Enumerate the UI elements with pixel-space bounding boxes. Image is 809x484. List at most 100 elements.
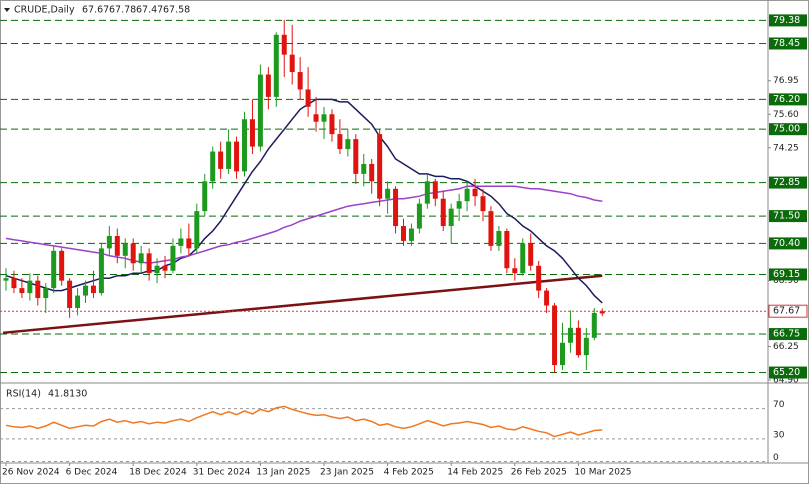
candle-body [170,245,176,271]
level-label-box [769,366,807,379]
candle-body [35,280,41,299]
x-tick-label: 14 Feb 2025 [447,468,503,478]
candle-body [122,243,128,256]
candle-body [520,243,526,274]
candle-body [456,201,462,209]
x-tick-label: 31 Dec 2024 [193,468,251,478]
x-tick-label: 18 Dec 2024 [129,468,187,478]
level-label-box [769,123,807,136]
rsi-tick-label: 0 [773,453,779,463]
level-label-box [769,328,807,341]
level-label: 76.20 [773,94,800,105]
rsi-value: 41.8130 [48,389,87,400]
low: 67.47 [136,5,163,16]
candle-body [202,181,208,212]
open: 67.67 [82,5,109,16]
rsi-name: RSI(14) [6,389,41,400]
candle-body [130,243,136,264]
x-tick-label: 4 Feb 2025 [384,468,434,478]
x-tick-label: 26 Feb 2025 [511,468,567,478]
candle-body [408,228,414,241]
candle-body [186,238,192,249]
x-tick-label: 6 Dec 2024 [66,468,118,478]
y-tick-label: 68.90 [773,276,799,286]
candle-body [305,89,311,107]
x-tick-label: 10 Mar 2025 [574,468,631,478]
level-label: 72.85 [773,177,800,188]
rsi-line [5,405,603,438]
candle-body [90,285,96,294]
candle-body [337,134,343,150]
candle-body [361,163,367,174]
candle-body [27,280,33,294]
current-price-label: 67.67 [773,306,800,317]
candle-body [154,265,160,274]
y-tick-label: 75.60 [773,110,799,120]
candle-body [496,230,502,246]
candle-body [43,288,49,299]
candle-body [512,268,518,274]
level-label-box [769,210,807,223]
candle-body [440,198,446,227]
candle-body [51,250,57,289]
candle-body [3,278,9,281]
candle-body [19,288,25,294]
candle-body [265,74,271,97]
candle-body [575,327,581,356]
candle-body [567,327,573,343]
candle-body [273,34,279,97]
candle-body [480,196,486,212]
candle-body [393,188,399,227]
candle-body [83,285,88,296]
candle-body [424,181,430,204]
candle-body [114,235,120,256]
level-label-box [769,93,807,106]
y-tick-label: 74.25 [773,143,799,153]
candle-body [377,134,383,199]
candle-body [146,253,152,274]
y-tick-label: 76.95 [773,76,799,86]
level-label: 75.00 [773,124,800,135]
x-tick-label: 23 Jan 2025 [320,468,374,478]
candle-body [385,188,391,199]
candle-body [98,248,104,294]
level-label: 66.75 [773,329,800,340]
level-label: 79.38 [773,15,800,26]
candle-body [67,280,73,308]
candle-body [536,265,542,291]
y-tick-label: 66.25 [773,342,799,352]
level-label: 78.45 [773,38,800,49]
close: 67.58 [163,5,190,16]
level-label-box [769,237,807,250]
menu-arrow[interactable] [4,8,10,12]
candle-body [369,163,375,182]
rsi-tick-label: 70 [773,400,785,410]
trendline [2,274,603,335]
high: 67.78 [109,5,136,16]
current-price-box [768,304,808,318]
header: CRUDE,Daily 67.67 67.78 67.47 67.58 [14,5,190,16]
candle-body [257,74,263,147]
candle-body [178,238,184,246]
candle-body [599,311,605,314]
moving-average [5,98,603,304]
candle-body [226,141,232,169]
candle-body [583,337,589,356]
candle-body [75,295,81,308]
level-label-box [769,268,807,281]
candle-body [345,139,351,150]
candle-body [472,188,478,197]
candle-body [591,312,597,338]
candle-body [313,114,319,122]
candle-body [59,250,65,281]
y-tick-label: 64.90 [773,376,799,386]
candle-body [162,265,168,271]
candle-body [488,211,494,246]
candle-body [281,34,287,55]
moving-average [5,185,603,265]
candle-body [210,151,216,182]
candle-body [464,188,470,202]
level-label-box [769,37,807,50]
candle-body [416,203,422,229]
